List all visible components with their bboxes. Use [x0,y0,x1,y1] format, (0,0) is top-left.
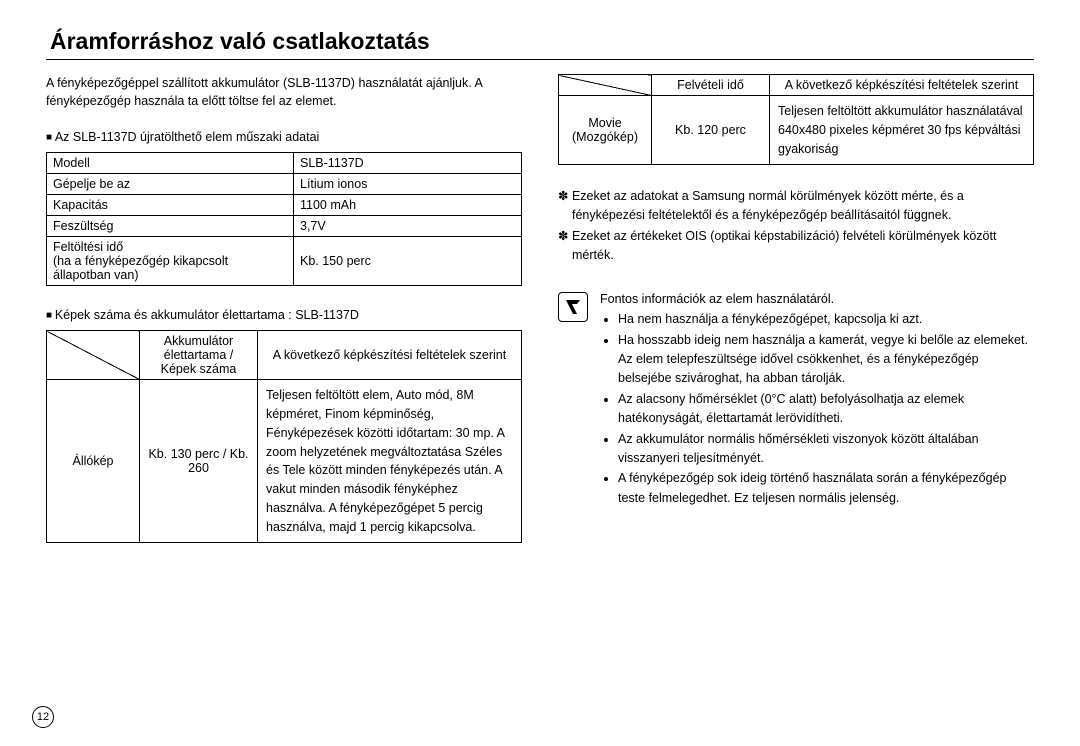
info-header: Fontos információk az elem használatáról… [600,292,1034,306]
spec-table: ModellSLB-1137DGépelje be azLítium ionos… [46,152,522,286]
table-cell: Kb. 150 perc [294,237,522,286]
conditions: Teljesen feltöltött elem, Auto mód, 8M k… [258,380,522,543]
table-cell: Feszültség [47,216,294,237]
row-label: Movie (Mozgókép) [559,96,652,165]
note-icon [558,292,588,322]
row-value: Kb. 120 perc [652,96,770,165]
table-cell: Modell [47,153,294,174]
list-item: A fényképezőgép sok ideig történő haszná… [618,469,1034,508]
spec-heading: Az SLB-1137D újratölthető elem műszaki a… [46,130,522,144]
intro-text: A fényképezőgéppel szállított akkumuláto… [46,74,522,110]
table-cell: Lítium ionos [294,174,522,195]
col-header: A következő képkészítési feltételek szer… [770,75,1034,96]
list-item: Az alacsony hőmérséklet (0°C alatt) befo… [618,390,1034,429]
table-cell: Gépelje be az [47,174,294,195]
content-columns: A fényképezőgéppel szállított akkumuláto… [46,74,1034,565]
diag-cell [47,331,140,380]
footnotes: ✽ Ezeket az adatokat a Samsung normál kö… [558,187,1034,264]
list-item: Ha nem használja a fényképezőgépet, kapc… [618,310,1034,329]
page-number: 12 [32,706,54,728]
still-table: Akkumulátor élettartama / Képek száma A … [46,330,522,543]
col-header: Felvételi idő [652,75,770,96]
table-cell: Kapacitás [47,195,294,216]
col-header: Akkumulátor élettartama / Képek száma [140,331,258,380]
right-column: Felvételi idő A következő képkészítési f… [558,74,1034,565]
table-cell: SLB-1137D [294,153,522,174]
table-cell: 1100 mAh [294,195,522,216]
info-box: Fontos információk az elem használatáról… [558,292,1034,509]
page-title: Áramforráshoz való csatlakoztatás [46,28,1034,60]
table-cell: Feltöltési idő (ha a fényképezőgép kikap… [47,237,294,286]
info-bullets: Ha nem használja a fényképezőgépet, kapc… [600,310,1034,508]
row-label: Állókép [47,380,140,543]
row-value: Kb. 130 perc / Kb. 260 [140,380,258,543]
footnote: ✽ Ezeket az adatokat a Samsung normál kö… [558,187,1034,225]
life-heading: Képek száma és akkumulátor élettartama :… [46,308,522,322]
table-cell: 3,7V [294,216,522,237]
conditions: Teljesen feltöltött akkumulátor használa… [770,96,1034,165]
left-column: A fényképezőgéppel szállított akkumuláto… [46,74,522,565]
col-header: A következő képkészítési feltételek szer… [258,331,522,380]
diag-cell [559,75,652,96]
list-item: Az akkumulátor normális hőmérsékleti vis… [618,430,1034,469]
info-text: Fontos információk az elem használatáról… [600,292,1034,509]
footnote: ✽ Ezeket az értékeket OIS (optikai képst… [558,227,1034,265]
list-item: Ha hosszabb ideig nem használja a kamerá… [618,331,1034,389]
movie-table: Felvételi idő A következő képkészítési f… [558,74,1034,165]
